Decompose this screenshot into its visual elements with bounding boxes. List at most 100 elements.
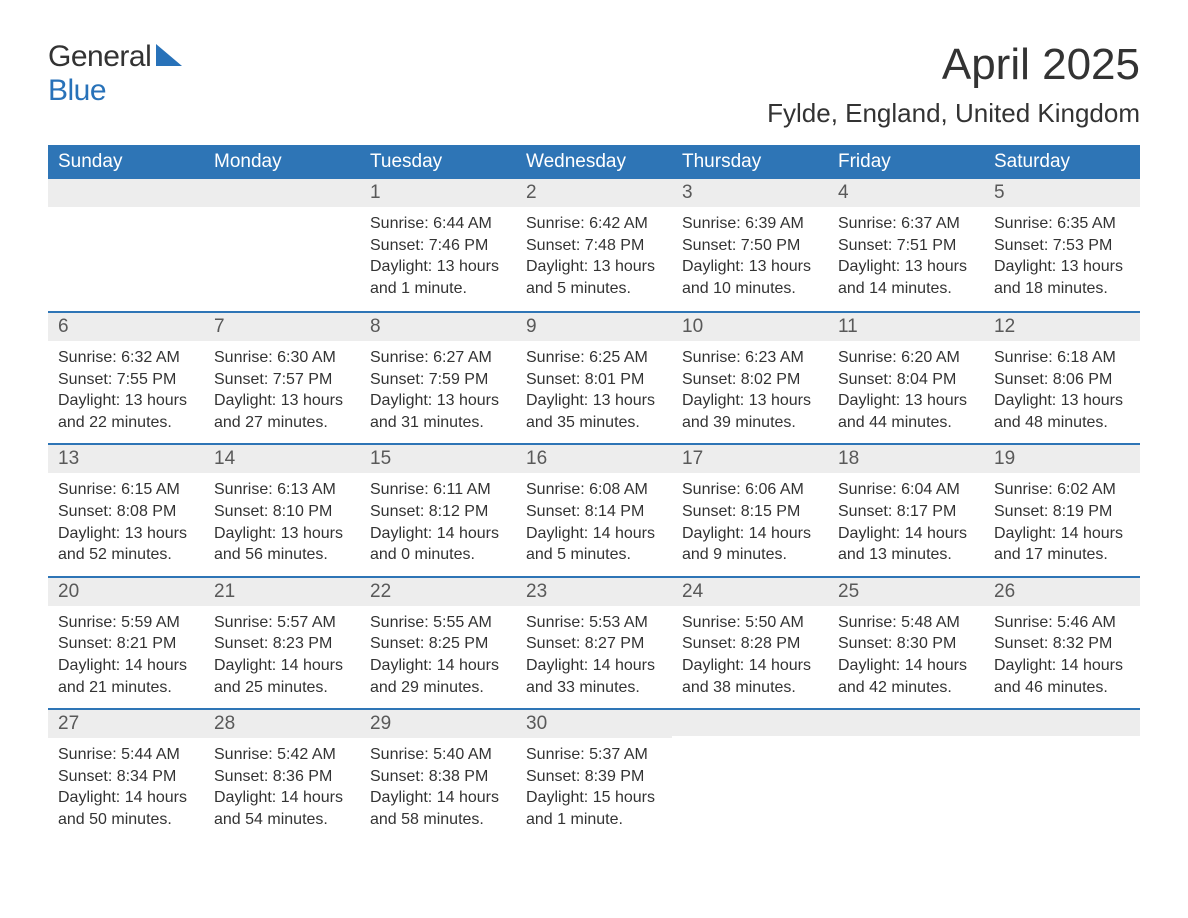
sunset-text: Sunset: 7:46 PM — [370, 235, 506, 257]
day-number-bar: 15 — [360, 443, 516, 473]
day-number-bar: 24 — [672, 576, 828, 606]
sunset-text: Sunset: 7:51 PM — [838, 235, 974, 257]
daylight-text: Daylight: 13 hours and 14 minutes. — [838, 256, 974, 299]
calendar-day-cell: 22Sunrise: 5:55 AMSunset: 8:25 PMDayligh… — [360, 576, 516, 708]
sunrise-text: Sunrise: 6:06 AM — [682, 479, 818, 501]
daylight-text: Daylight: 13 hours and 35 minutes. — [526, 390, 662, 433]
sunset-text: Sunset: 8:32 PM — [994, 633, 1130, 655]
title-block: April 2025 Fylde, England, United Kingdo… — [767, 40, 1140, 129]
day-number-bar: 30 — [516, 708, 672, 738]
day-number-bar: 18 — [828, 443, 984, 473]
day-content: Sunrise: 5:55 AMSunset: 8:25 PMDaylight:… — [360, 606, 516, 708]
calendar-day-cell: 28Sunrise: 5:42 AMSunset: 8:36 PMDayligh… — [204, 708, 360, 840]
weekday-heading: Friday — [828, 145, 984, 179]
day-number-bar: 20 — [48, 576, 204, 606]
calendar-day-cell — [672, 708, 828, 840]
day-number-bar: 26 — [984, 576, 1140, 606]
daylight-text: Daylight: 14 hours and 17 minutes. — [994, 523, 1130, 566]
daylight-text: Daylight: 13 hours and 39 minutes. — [682, 390, 818, 433]
day-content: Sunrise: 6:06 AMSunset: 8:15 PMDaylight:… — [672, 473, 828, 575]
sunset-text: Sunset: 7:55 PM — [58, 369, 194, 391]
day-content: Sunrise: 6:18 AMSunset: 8:06 PMDaylight:… — [984, 341, 1140, 443]
sunset-text: Sunset: 7:59 PM — [370, 369, 506, 391]
day-number-bar: 22 — [360, 576, 516, 606]
day-number-bar: 13 — [48, 443, 204, 473]
sunset-text: Sunset: 8:19 PM — [994, 501, 1130, 523]
sunrise-text: Sunrise: 5:44 AM — [58, 744, 194, 766]
daylight-text: Daylight: 13 hours and 27 minutes. — [214, 390, 350, 433]
daylight-text: Daylight: 13 hours and 5 minutes. — [526, 256, 662, 299]
day-content: Sunrise: 6:13 AMSunset: 8:10 PMDaylight:… — [204, 473, 360, 575]
daylight-text: Daylight: 13 hours and 44 minutes. — [838, 390, 974, 433]
calendar-day-cell: 2Sunrise: 6:42 AMSunset: 7:48 PMDaylight… — [516, 179, 672, 311]
sunset-text: Sunset: 8:14 PM — [526, 501, 662, 523]
calendar-day-cell: 26Sunrise: 5:46 AMSunset: 8:32 PMDayligh… — [984, 576, 1140, 708]
day-content: Sunrise: 5:40 AMSunset: 8:38 PMDaylight:… — [360, 738, 516, 840]
calendar-day-cell: 23Sunrise: 5:53 AMSunset: 8:27 PMDayligh… — [516, 576, 672, 708]
sunrise-text: Sunrise: 6:02 AM — [994, 479, 1130, 501]
calendar-day-cell — [48, 179, 204, 311]
daylight-text: Daylight: 13 hours and 48 minutes. — [994, 390, 1130, 433]
location-subtitle: Fylde, England, United Kingdom — [767, 98, 1140, 129]
day-number-bar: 19 — [984, 443, 1140, 473]
sunrise-text: Sunrise: 6:42 AM — [526, 213, 662, 235]
sunrise-text: Sunrise: 5:37 AM — [526, 744, 662, 766]
day-content: Sunrise: 6:32 AMSunset: 7:55 PMDaylight:… — [48, 341, 204, 443]
day-content: Sunrise: 6:04 AMSunset: 8:17 PMDaylight:… — [828, 473, 984, 575]
calendar-week-row: 1Sunrise: 6:44 AMSunset: 7:46 PMDaylight… — [48, 179, 1140, 311]
sunrise-text: Sunrise: 6:11 AM — [370, 479, 506, 501]
sunset-text: Sunset: 8:28 PM — [682, 633, 818, 655]
sunrise-text: Sunrise: 6:23 AM — [682, 347, 818, 369]
day-number-bar-empty — [984, 708, 1140, 736]
day-number-bar-empty — [672, 708, 828, 736]
day-content: Sunrise: 6:42 AMSunset: 7:48 PMDaylight:… — [516, 207, 672, 309]
day-content: Sunrise: 6:37 AMSunset: 7:51 PMDaylight:… — [828, 207, 984, 309]
daylight-text: Daylight: 13 hours and 22 minutes. — [58, 390, 194, 433]
sunset-text: Sunset: 8:06 PM — [994, 369, 1130, 391]
weekday-heading: Saturday — [984, 145, 1140, 179]
sunset-text: Sunset: 8:36 PM — [214, 766, 350, 788]
day-number-bar: 21 — [204, 576, 360, 606]
month-title: April 2025 — [767, 40, 1140, 90]
sunrise-text: Sunrise: 5:57 AM — [214, 612, 350, 634]
sunrise-text: Sunrise: 6:18 AM — [994, 347, 1130, 369]
sunrise-text: Sunrise: 6:20 AM — [838, 347, 974, 369]
sunrise-text: Sunrise: 6:37 AM — [838, 213, 974, 235]
sunset-text: Sunset: 8:02 PM — [682, 369, 818, 391]
daylight-text: Daylight: 14 hours and 58 minutes. — [370, 787, 506, 830]
sunset-text: Sunset: 8:12 PM — [370, 501, 506, 523]
sunrise-text: Sunrise: 6:04 AM — [838, 479, 974, 501]
sunrise-text: Sunrise: 6:08 AM — [526, 479, 662, 501]
calendar-day-cell: 3Sunrise: 6:39 AMSunset: 7:50 PMDaylight… — [672, 179, 828, 311]
sunrise-text: Sunrise: 5:55 AM — [370, 612, 506, 634]
daylight-text: Daylight: 13 hours and 56 minutes. — [214, 523, 350, 566]
daylight-text: Daylight: 14 hours and 38 minutes. — [682, 655, 818, 698]
sunrise-text: Sunrise: 6:39 AM — [682, 213, 818, 235]
daylight-text: Daylight: 14 hours and 9 minutes. — [682, 523, 818, 566]
day-content: Sunrise: 6:08 AMSunset: 8:14 PMDaylight:… — [516, 473, 672, 575]
day-number-bar: 9 — [516, 311, 672, 341]
day-number-bar: 8 — [360, 311, 516, 341]
day-content: Sunrise: 5:57 AMSunset: 8:23 PMDaylight:… — [204, 606, 360, 708]
sunrise-text: Sunrise: 5:50 AM — [682, 612, 818, 634]
weekday-heading: Sunday — [48, 145, 204, 179]
sunset-text: Sunset: 8:08 PM — [58, 501, 194, 523]
sunrise-text: Sunrise: 6:25 AM — [526, 347, 662, 369]
day-number-bar: 7 — [204, 311, 360, 341]
weekday-heading: Monday — [204, 145, 360, 179]
daylight-text: Daylight: 14 hours and 29 minutes. — [370, 655, 506, 698]
calendar-week-row: 27Sunrise: 5:44 AMSunset: 8:34 PMDayligh… — [48, 708, 1140, 840]
day-number-bar: 23 — [516, 576, 672, 606]
day-number-bar: 12 — [984, 311, 1140, 341]
weekday-heading: Wednesday — [516, 145, 672, 179]
day-number-bar: 16 — [516, 443, 672, 473]
daylight-text: Daylight: 14 hours and 33 minutes. — [526, 655, 662, 698]
calendar-day-cell: 11Sunrise: 6:20 AMSunset: 8:04 PMDayligh… — [828, 311, 984, 443]
day-number-bar: 27 — [48, 708, 204, 738]
logo-words: General Blue — [48, 40, 182, 108]
sunset-text: Sunset: 8:01 PM — [526, 369, 662, 391]
sunset-text: Sunset: 8:38 PM — [370, 766, 506, 788]
daylight-text: Daylight: 14 hours and 13 minutes. — [838, 523, 974, 566]
calendar-week-row: 6Sunrise: 6:32 AMSunset: 7:55 PMDaylight… — [48, 311, 1140, 443]
calendar-day-cell: 5Sunrise: 6:35 AMSunset: 7:53 PMDaylight… — [984, 179, 1140, 311]
